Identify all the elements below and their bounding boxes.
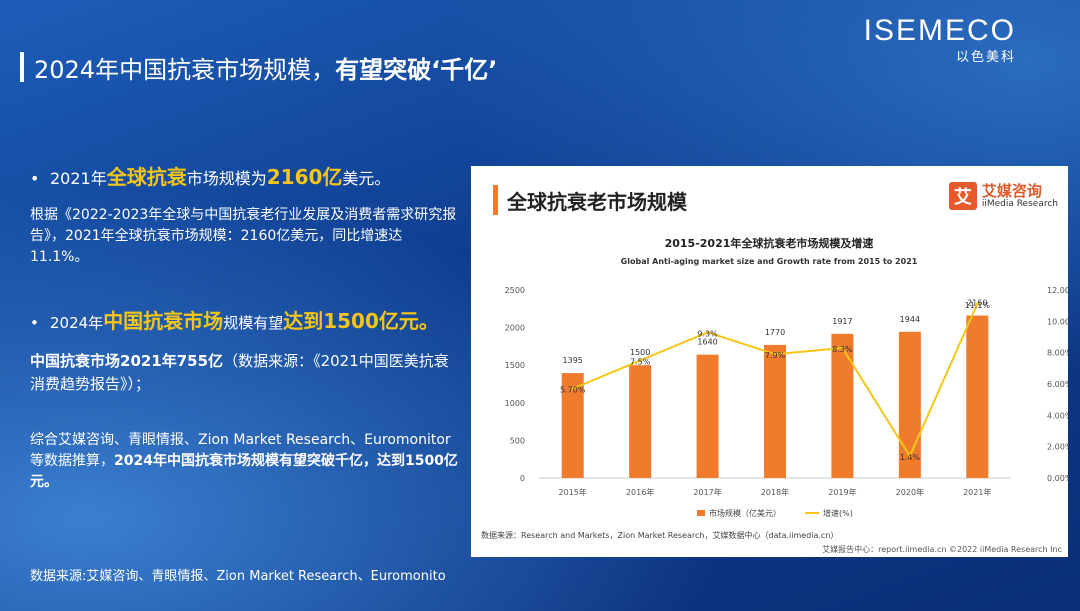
- bullet2-text-a: 2024年: [50, 314, 104, 332]
- china-2021-source: （数据来源：《2021中国医美抗衰消费趋势报告》）；: [30, 352, 449, 393]
- bullet2-highlight2: 达到1500亿元。: [283, 309, 439, 333]
- panel-accent-bar: [493, 185, 498, 215]
- growth-rate-point: [706, 330, 710, 334]
- legend-line-label: 增速(%): [823, 508, 853, 518]
- brand-logo: ISEMECO 以色美科: [864, 14, 1016, 65]
- growth-rate-label: 9.3%: [697, 329, 718, 338]
- bar-2017年: [696, 354, 719, 478]
- growth-rate-point: [638, 359, 642, 362]
- bar-2021年: [966, 315, 989, 478]
- iimedia-logo-icon: 艾: [948, 182, 977, 210]
- bar-value-label: 1917: [832, 317, 852, 326]
- x-tick-label: 2021年: [963, 487, 991, 497]
- bullet1-highlight2: 2160亿: [266, 165, 343, 189]
- market-chart: 2015-2021年全球抗衰老市场规模及增速 Global Anti-aging …: [505, 236, 1068, 518]
- bullet2-text-b: 规模有望: [223, 314, 284, 332]
- x-tick-label: 2016年: [626, 487, 654, 497]
- bullet1-text-c: 美元。: [342, 169, 391, 188]
- y-right-tick-label: 8.00%: [1047, 349, 1068, 358]
- estimate-paragraph: 综合艾媒咨询、青眼情报、Zion Market Research、Euromon…: [30, 430, 460, 493]
- bar-value-label: 1770: [765, 328, 785, 337]
- chart-source: 数据来源：Research and Markets，Zion Market Re…: [481, 531, 839, 540]
- bullet-dot: •: [30, 314, 39, 332]
- x-tick-label: 2015年: [559, 487, 587, 497]
- bullet1-highlight: 全球抗衰: [106, 165, 187, 189]
- brand-logo-sub: 以色美科: [955, 50, 1016, 65]
- chart-subtitle: Global Anti-aging market size and Growth…: [621, 257, 918, 266]
- bar-value-label: 1395: [563, 356, 583, 365]
- bar-2018年: [764, 344, 786, 478]
- bar-value-label: 1640: [697, 338, 717, 347]
- iimedia-logo: 艾 艾媒咨询 iiMedia Research: [948, 182, 1058, 210]
- bullet-china-market: • 2024年中国抗衰市场规模有望达到1500亿元。: [30, 305, 439, 334]
- growth-rate-label: 5.70%: [560, 386, 586, 395]
- bullet-global-market: • 2021年全球抗衰市场规模为2160亿美元。: [30, 161, 390, 190]
- growth-rate-point: [908, 454, 912, 458]
- bar-2015年: [561, 373, 584, 478]
- x-tick-label: 2017年: [693, 487, 721, 497]
- y-right-tick-label: 6.00%: [1047, 380, 1068, 389]
- chart-title: 2015-2021年全球抗衰老市场规模及增速: [665, 236, 874, 250]
- page-title: 2024年中国抗衰市场规模，有望突破‘千亿’: [34, 50, 497, 85]
- y-left-tick-label: 2000: [505, 324, 525, 333]
- bullet-dot: •: [30, 169, 40, 188]
- growth-rate-label: 7.5%: [630, 358, 651, 367]
- iimedia-logo-en: iiMedia Research: [981, 199, 1058, 209]
- y-right-tick-label: 4.00%: [1047, 411, 1068, 420]
- growth-rate-label: 1.4%: [900, 453, 921, 462]
- legend-bar-swatch: [697, 510, 705, 516]
- page-title-part1: 2024年中国抗衰市场规模，: [34, 56, 336, 84]
- y-left-tick-label: 1500: [505, 361, 525, 370]
- brand-logo-name: ISEMECO: [863, 14, 1016, 47]
- data-source-note: 数据来源:艾媒咨询、青眼情报、Zion Market Research、Euro…: [30, 569, 446, 584]
- growth-rate-point: [571, 387, 575, 391]
- y-right-tick-label: 2.00%: [1047, 443, 1068, 452]
- bar-2019年: [831, 333, 854, 478]
- growth-rate-point: [840, 346, 844, 350]
- x-tick-label: 2019年: [828, 487, 856, 497]
- y-left-tick-label: 500: [510, 436, 525, 445]
- report-paragraph: 根据《2022-2023年全球与中国抗衰老行业发展及消费者需求研究报告》，202…: [30, 207, 457, 265]
- y-left-tick-label: 1000: [505, 399, 525, 408]
- estimate-text: 综合艾媒咨询、青眼情报、Zion Market Research、Euromon…: [30, 432, 451, 469]
- china-2021-paragraph: 中国抗衰市场2021年755亿（数据来源：《2021中国医美抗衰消费趋势报告》）…: [30, 350, 460, 396]
- bar-value-label: 1944: [900, 315, 920, 324]
- y-right-tick-label: 12.00%: [1047, 286, 1068, 295]
- growth-rate-label: 7.9%: [765, 351, 786, 360]
- bullet1-text-a: 2021年: [50, 169, 107, 188]
- growth-rate-point: [773, 352, 777, 356]
- growth-rate-label: 8.3%: [832, 345, 853, 354]
- chart-footer: 艾媒报告中心：report.iimedia.cn ©2022 iiMedia R…: [822, 545, 1062, 554]
- bar-2016年: [629, 365, 652, 478]
- iimedia-logo-cn: 艾媒咨询: [981, 182, 1042, 200]
- page-title-part2: 有望突破‘千亿’: [335, 56, 498, 84]
- bullet1-text-b: 市场规模为: [186, 169, 267, 188]
- x-tick-label: 2018年: [761, 487, 789, 497]
- estimate-conclusion: 2024年中国抗衰市场规模有望突破千亿，达到1500亿元。: [30, 453, 458, 490]
- bar-value-label: 1500: [630, 348, 650, 357]
- y-right-tick-label: 10.00%: [1047, 317, 1068, 326]
- growth-rate-label: 11.1%: [965, 301, 991, 310]
- growth-rate-point: [975, 302, 979, 306]
- legend-bar-label: 市场规模（亿美元）: [709, 508, 781, 518]
- panel-title: 全球抗衰老市场规模: [507, 190, 687, 214]
- x-tick-label: 2020年: [896, 487, 924, 497]
- y-left-tick-label: 2500: [505, 286, 525, 295]
- chart-panel: 全球抗衰老市场规模 艾 艾媒咨询 iiMedia Research 2015-2…: [471, 166, 1068, 557]
- y-right-tick-label: 0.00%: [1047, 474, 1068, 483]
- title-accent-bar: [20, 52, 24, 82]
- china-2021-bold: 中国抗衰市场2021年755亿: [30, 352, 224, 370]
- bullet2-highlight: 中国抗衰市场: [103, 309, 224, 333]
- y-left-tick-label: 0: [520, 474, 525, 483]
